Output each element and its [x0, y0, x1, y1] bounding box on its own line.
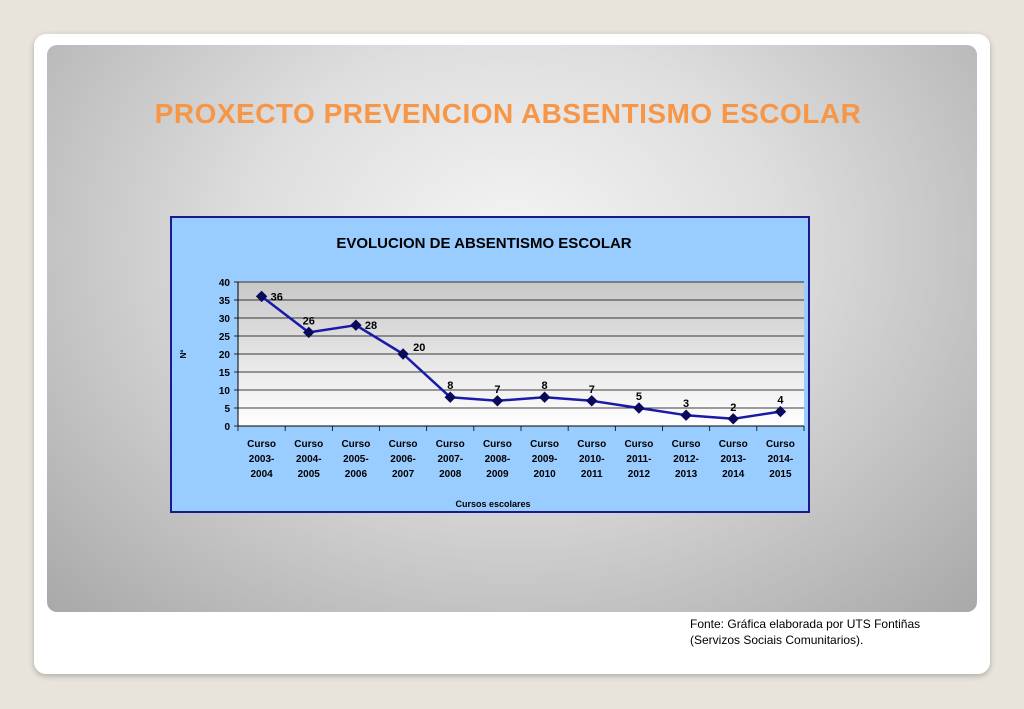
x-tick-label: 2012- [673, 454, 699, 465]
slide-title: PROXECTO PREVENCION ABSENTISMO ESCOLAR [154, 98, 862, 129]
chart-container: EVOLUCION DE ABSENTISMO ESCOLAR 0 5 10 15 20 2… [170, 216, 810, 513]
data-point-marker [397, 348, 409, 360]
x-tick-label: 2009- [532, 454, 558, 465]
x-tick-label: 2015 [769, 469, 792, 480]
y-axis-label: Nº [179, 350, 188, 359]
data-label: 26 [303, 315, 315, 327]
x-tick-label: 2012 [628, 469, 651, 480]
x-tick-label: 2007- [437, 454, 463, 465]
x-tick-label: 2011- [626, 454, 651, 465]
x-tick-label: 2009 [486, 469, 509, 480]
data-point-marker [633, 402, 645, 414]
data-point-marker [255, 290, 268, 303]
x-tick-label: 2006 [345, 469, 368, 480]
source-note: Fonte: Gráfica elaborada por UTS Fontiña… [690, 616, 920, 648]
data-point-marker [303, 326, 315, 339]
chart-title: EVOLUCION DE ABSENTISMO ESCOLAR [336, 235, 631, 252]
data-label: 7 [589, 384, 595, 396]
data-point-marker [491, 395, 504, 407]
x-tick-label: 2005 [298, 469, 321, 480]
x-axis-label: Cursos escolares [455, 499, 530, 509]
x-tick-label: 2014 [722, 469, 745, 480]
x-tick-label: 2003- [249, 454, 275, 465]
data-point-marker [774, 405, 787, 418]
data-label: 36 [271, 291, 283, 303]
x-tick-label: 2008- [485, 454, 511, 465]
source-line-2: (Servizos Sociais Comunitarios). [690, 633, 864, 647]
data-label: 20 [413, 342, 425, 354]
x-tick-label: Curso [766, 439, 795, 450]
x-tick-label: 2014- [768, 454, 794, 465]
x-tick-label: 2010- [579, 454, 605, 465]
x-tick-label: 2013 [675, 469, 698, 480]
data-point-marker [727, 413, 739, 425]
x-tick-label: 2004 [250, 469, 273, 480]
source-line-1: Fonte: Gráfica elaborada por UTS Fontiña… [690, 617, 921, 631]
y-tick-label: 30 [219, 314, 231, 325]
x-tick-label: Curso [624, 439, 653, 450]
x-tick-label: 2006- [390, 454, 416, 465]
y-tick-label: 10 [219, 386, 231, 397]
x-tick-label: 2011 [581, 469, 603, 480]
y-tick-label: 5 [224, 404, 230, 415]
x-tick-label: Curso [436, 439, 465, 450]
x-tick-label: Curso [294, 439, 323, 450]
y-tick-label: 25 [219, 332, 231, 343]
data-point-marker [680, 409, 692, 421]
data-label: 3 [683, 398, 689, 410]
x-tick-label: 2004- [296, 454, 322, 465]
data-point-marker [444, 391, 456, 403]
data-label: 8 [447, 380, 453, 392]
data-label: 7 [494, 384, 500, 396]
data-label: 2 [730, 402, 736, 414]
x-tick-label: Curso [577, 439, 606, 450]
data-point-marker [538, 391, 551, 403]
x-tick-label: Curso [389, 439, 418, 450]
x-tick-label: 2005- [343, 454, 369, 465]
y-tick-label: 0 [224, 422, 230, 433]
y-tick-label: 20 [219, 350, 231, 361]
series-line [260, 295, 781, 421]
x-tick-label: Curso [530, 439, 559, 450]
x-tick-label: Curso [719, 439, 748, 450]
y-tick-label: 35 [219, 296, 231, 307]
x-tick-label: 2007 [392, 469, 415, 480]
data-point-marker [586, 395, 598, 407]
x-tick-label: Curso [341, 439, 370, 450]
x-tick-label: 2008 [439, 469, 462, 480]
y-tick-label: 15 [219, 368, 231, 379]
data-label: 5 [636, 391, 642, 403]
data-point-marker [350, 319, 362, 331]
x-tick-label: 2013- [720, 454, 746, 465]
y-tick-label: 40 [219, 278, 231, 289]
line-chart: EVOLUCION DE ABSENTISMO ESCOLAR 0 5 10 15 20 2… [179, 235, 805, 509]
data-label: 28 [365, 320, 377, 332]
x-tick-label: 2010 [533, 469, 556, 480]
x-tick-label: Curso [483, 439, 512, 450]
data-label: 8 [542, 380, 548, 392]
x-tick-label: Curso [672, 439, 701, 450]
x-tick-label: Curso [247, 439, 276, 450]
data-label: 4 [777, 395, 784, 407]
